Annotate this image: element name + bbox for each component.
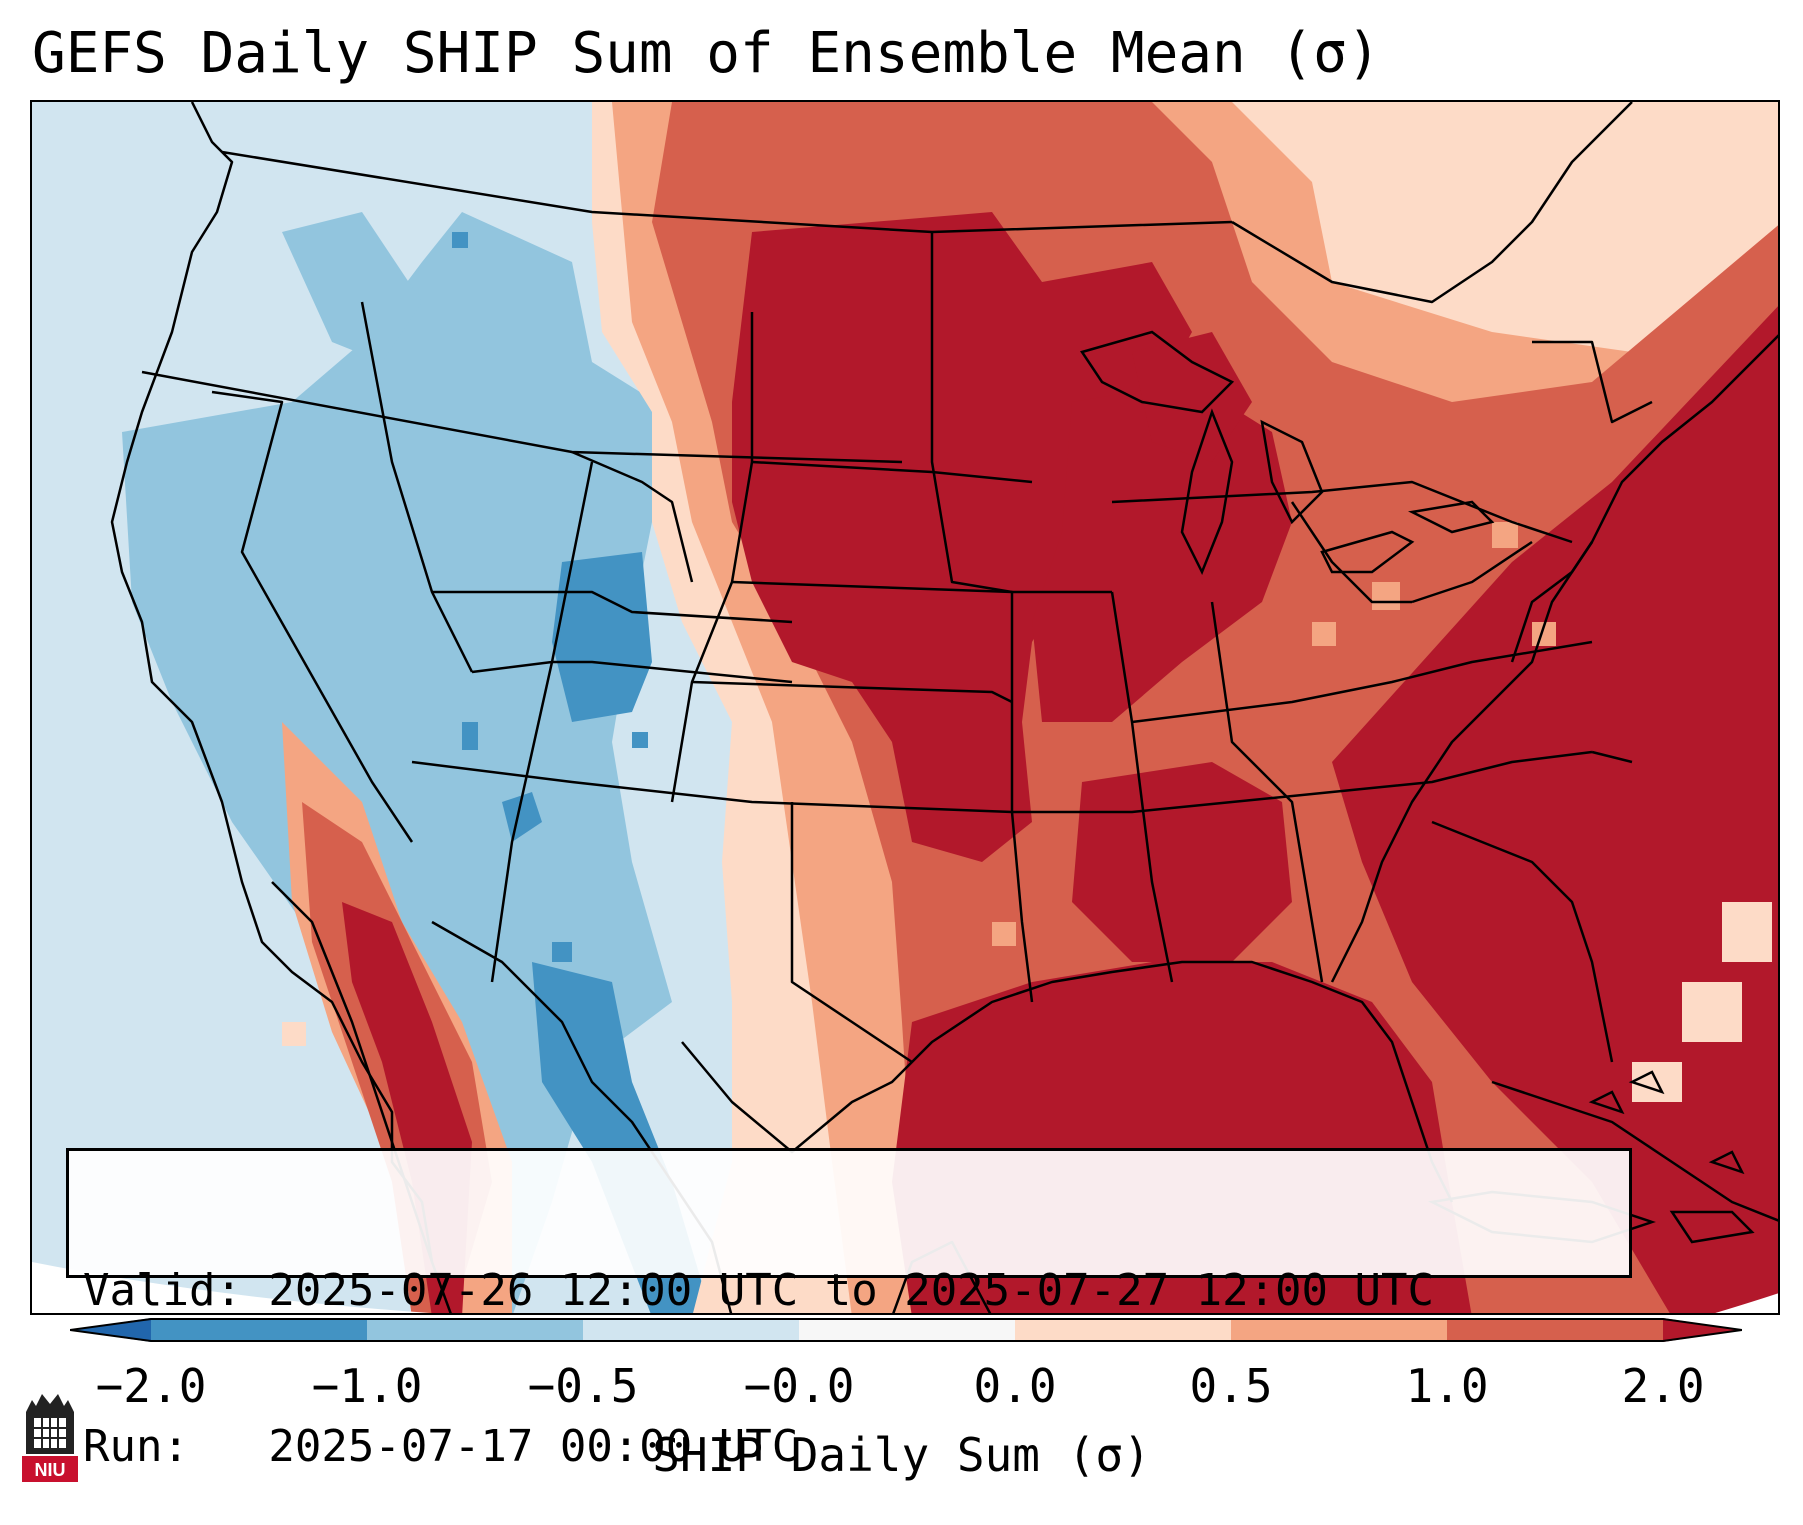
colorbar-label: SHIP Daily Sum (σ) — [652, 1428, 1151, 1482]
field-south-core — [1072, 762, 1292, 962]
colorbar-tick-label: −1.0 — [311, 1359, 423, 1413]
colorbar-extend-right — [1663, 1318, 1742, 1342]
borders — [141, 102, 1653, 1064]
colorbar-bin-7 — [1447, 1318, 1663, 1342]
niu-logo: NIU — [22, 1394, 78, 1482]
colorbar-tick-label: 1.0 — [1405, 1359, 1489, 1413]
colorbar-tick-label: −2.0 — [95, 1359, 207, 1413]
colorbar-tick-label: 2.0 — [1621, 1359, 1705, 1413]
colorbar-bin-6 — [1231, 1318, 1447, 1342]
texture-patches — [992, 522, 1556, 946]
logo-text: NIU — [35, 1460, 66, 1480]
field-colorado-deep — [552, 552, 652, 722]
colorbar-bin-2 — [367, 1318, 583, 1342]
field-great-lakes-core — [1132, 332, 1252, 462]
colorbar-tick-labels: −2.0 −1.0 −0.5 −0.0 0.0 0.5 1.0 2.0 — [0, 1358, 1803, 1418]
field-east-core — [1332, 306, 1778, 1313]
page-title: GEFS Daily SHIP Sum of Ensemble Mean (σ) — [32, 21, 1381, 86]
colorbar-tick-label: 0.0 — [973, 1359, 1057, 1413]
colorbar — [70, 1318, 1742, 1342]
colorbar-tick-label: 0.5 — [1189, 1359, 1273, 1413]
colorbar-bin-3 — [583, 1318, 799, 1342]
colorbar-bin-5 — [1015, 1318, 1231, 1342]
valid-run-infobox: Valid: 2025-07-26 12:00 UTC to 2025-07-2… — [66, 1148, 1632, 1472]
field-midwest-core — [1032, 382, 1292, 722]
colorbar-extend-left — [70, 1318, 151, 1342]
field-plains-core — [732, 212, 1192, 862]
colorbar-bin-4 — [799, 1318, 1015, 1342]
projection-edge-right — [1715, 1293, 1778, 1313]
run-time-line: Run: 2025-07-17 00:00 UTC — [83, 1421, 799, 1472]
ship-map — [32, 102, 1778, 1313]
texture-patches-light — [282, 902, 1772, 1102]
colorbar-bin-1 — [151, 1318, 367, 1342]
colorbar-tick-label: −0.0 — [743, 1359, 855, 1413]
great-lakes — [1080, 330, 1495, 576]
field-west-blue-2 — [282, 212, 422, 362]
map-panel — [30, 100, 1780, 1315]
projection-edge — [32, 1262, 431, 1313]
valid-time-line: Valid: 2025-07-26 12:00 UTC to 2025-07-2… — [83, 1265, 1435, 1316]
field-idaho-deep — [502, 792, 542, 842]
colorbar-tick-label: −0.5 — [527, 1359, 639, 1413]
colorbar-outline — [70, 1318, 1742, 1342]
texture-patches-blue — [452, 232, 648, 962]
